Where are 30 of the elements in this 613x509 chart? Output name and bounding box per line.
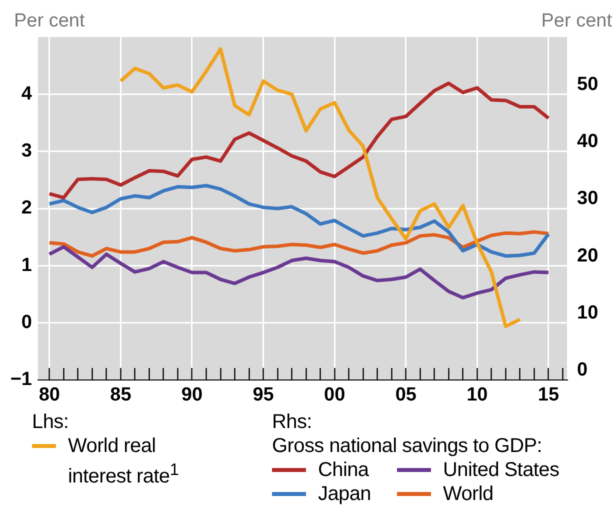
x-tick-label: 90 — [181, 384, 203, 406]
y-tick-label: 3 — [21, 140, 32, 162]
x-tick-label: 15 — [538, 384, 560, 406]
legend-label: Japan — [318, 482, 371, 506]
y2-tick-label: 30 — [577, 188, 598, 210]
x-tick-label: 95 — [252, 384, 274, 406]
y-tick-label: 2 — [21, 198, 32, 219]
x-tick-label: 05 — [395, 384, 417, 406]
y-tick-label: 1 — [21, 254, 32, 276]
x-tick-label: 10 — [466, 384, 488, 406]
y2-axis-title: Per cent — [541, 10, 613, 32]
y2-tick-label: 50 — [577, 74, 598, 95]
x-tick-label: 80 — [38, 384, 60, 406]
y2-tick-label: 40 — [577, 131, 598, 152]
text: Lhs: — [32, 410, 70, 434]
legend-label: China — [318, 458, 369, 482]
y-tick-label: 4 — [21, 83, 32, 104]
y-tick-label: −1 — [10, 369, 32, 390]
legend-label: World real interest rate$^{1}$ — [68, 434, 180, 489]
text: Gross national savings to GDP: — [272, 434, 544, 458]
text: Rhs: — [272, 410, 313, 434]
x-tick-label: 00 — [324, 384, 346, 406]
y2-tick-label: 10 — [577, 302, 598, 324]
legend-label: United States — [443, 458, 560, 482]
x-tick-label: 85 — [110, 384, 132, 406]
y2-tick-label: 0 — [577, 360, 588, 381]
y2-tick-label: 20 — [577, 245, 598, 266]
legend-label: World — [443, 482, 494, 506]
y-tick-label: 0 — [21, 312, 32, 334]
y-axis-title: Per cent — [14, 10, 86, 32]
